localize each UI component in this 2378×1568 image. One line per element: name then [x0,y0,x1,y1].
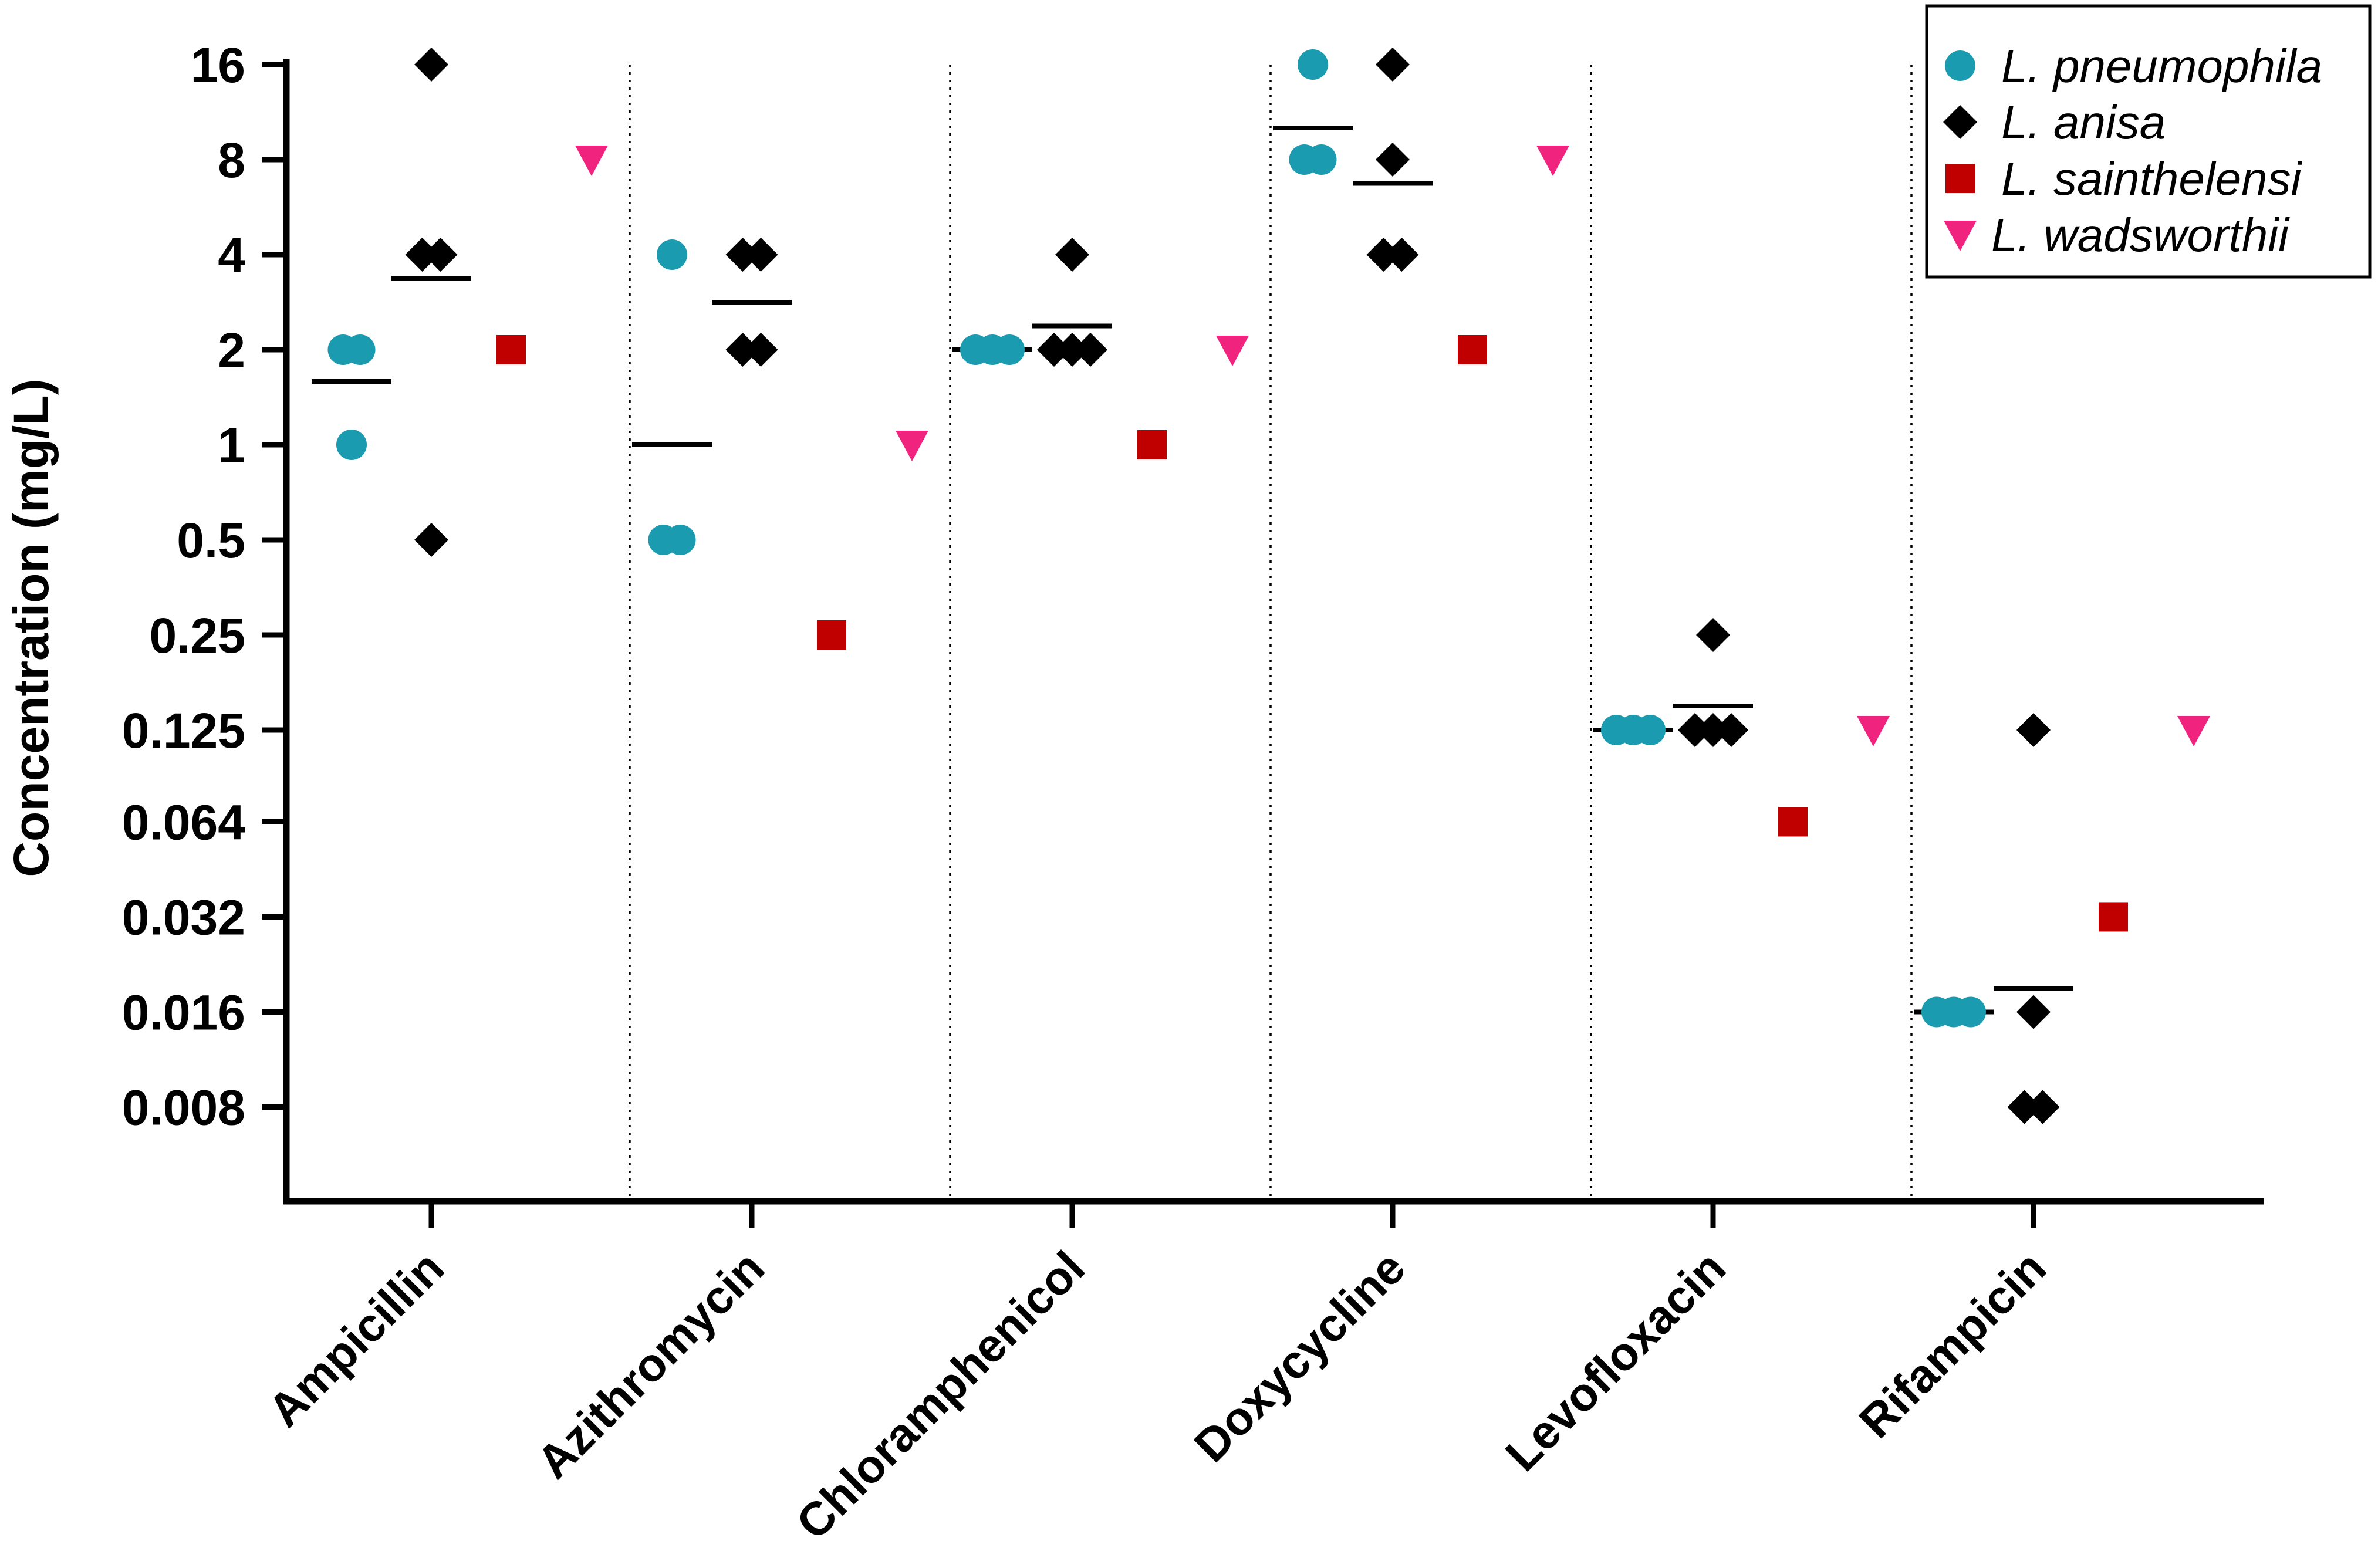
y-tick-label: 8 [218,133,245,188]
data-point [1376,48,1410,82]
x-tick-label: Levofloxacin [1495,1241,1735,1481]
data-point [344,334,376,365]
data-point [994,334,1025,365]
data-point [1216,336,1249,366]
y-axis-title: Concentration (mg/L) [4,379,59,877]
data-point [1366,238,1401,272]
y-tick-label: 1 [218,418,245,473]
data-point [1298,49,1328,80]
data-point [2099,902,2128,932]
data-point [817,620,846,650]
data-point [1955,996,1986,1028]
y-tick-label: 0.25 [150,608,246,663]
data-point [575,146,608,176]
y-tick-label: 0.125 [122,703,245,758]
data-point [1137,430,1167,459]
data-point [1055,238,1089,272]
data-point [1037,333,1071,367]
y-tick-label: 0.008 [122,1080,245,1135]
data-point [744,238,778,272]
data-point [2016,713,2051,747]
data-point [2177,716,2210,746]
legend-marker [1943,105,1977,139]
data-point [725,238,760,272]
data-points [327,48,2210,1124]
x-tick-label: Rifampicin [1849,1241,2056,1448]
y-tick-label: 0.016 [122,985,245,1040]
data-point [1714,713,1748,747]
category-separators [629,65,1913,1198]
legend-marker [1944,221,1977,251]
legend-box [1925,4,2372,279]
data-point [896,431,928,461]
data-point [657,239,687,270]
y-tick-label: 0.064 [122,795,245,850]
data-point [2025,1090,2060,1124]
legend-marker [1945,50,1975,81]
data-point [1306,144,1337,175]
data-point [1055,333,1089,367]
data-point [1458,335,1487,364]
data-point [1696,618,1730,652]
data-point [1536,146,1569,176]
data-point [414,523,448,557]
data-point [1384,238,1419,272]
x-ticks: Ampicillin Azithromycin Chloramphenicol Dox… [258,1201,2056,1549]
legend-label: L. pneumophila [2001,40,2322,92]
legend-marker [1945,164,1975,193]
data-point [744,333,778,367]
y-tick-label: 0.5 [177,513,245,568]
data-point [1635,715,1666,745]
y-tick-label: 4 [218,228,245,283]
data-point [423,238,458,272]
data-point [1778,807,1808,837]
mean-lines [312,125,2073,1015]
data-point [665,525,696,555]
y-tick-label: 16 [191,38,245,93]
data-point [725,333,760,367]
legend-label: L. sainthelensi [2001,153,2303,205]
data-point [2016,995,2051,1029]
data-point [1376,143,1410,177]
x-tick-label: Doxycycline [1184,1241,1415,1472]
data-point [1678,713,1712,747]
data-point [496,335,526,364]
data-point [1857,716,1890,746]
data-point [405,238,440,272]
data-point [1696,713,1730,747]
x-tick-label: Chloramphenicol [786,1241,1095,1549]
x-tick-label: Ampicillin [258,1241,454,1437]
y-tick-label: 2 [218,323,245,378]
data-point [414,48,448,82]
legend-label: L. wadsworthii [1991,209,2290,261]
data-point [1073,333,1107,367]
y-ticks: 16 8 4 2 1 0.5 0.25 0.125 0.064 0.032 0.016 0.008 [122,38,286,1135]
y-tick-label: 0.032 [122,890,245,945]
data-point [2007,1090,2042,1124]
data-point [336,430,367,460]
x-tick-label: Azithromycin [527,1241,774,1488]
legend-label: L. anisa [2001,96,2166,148]
